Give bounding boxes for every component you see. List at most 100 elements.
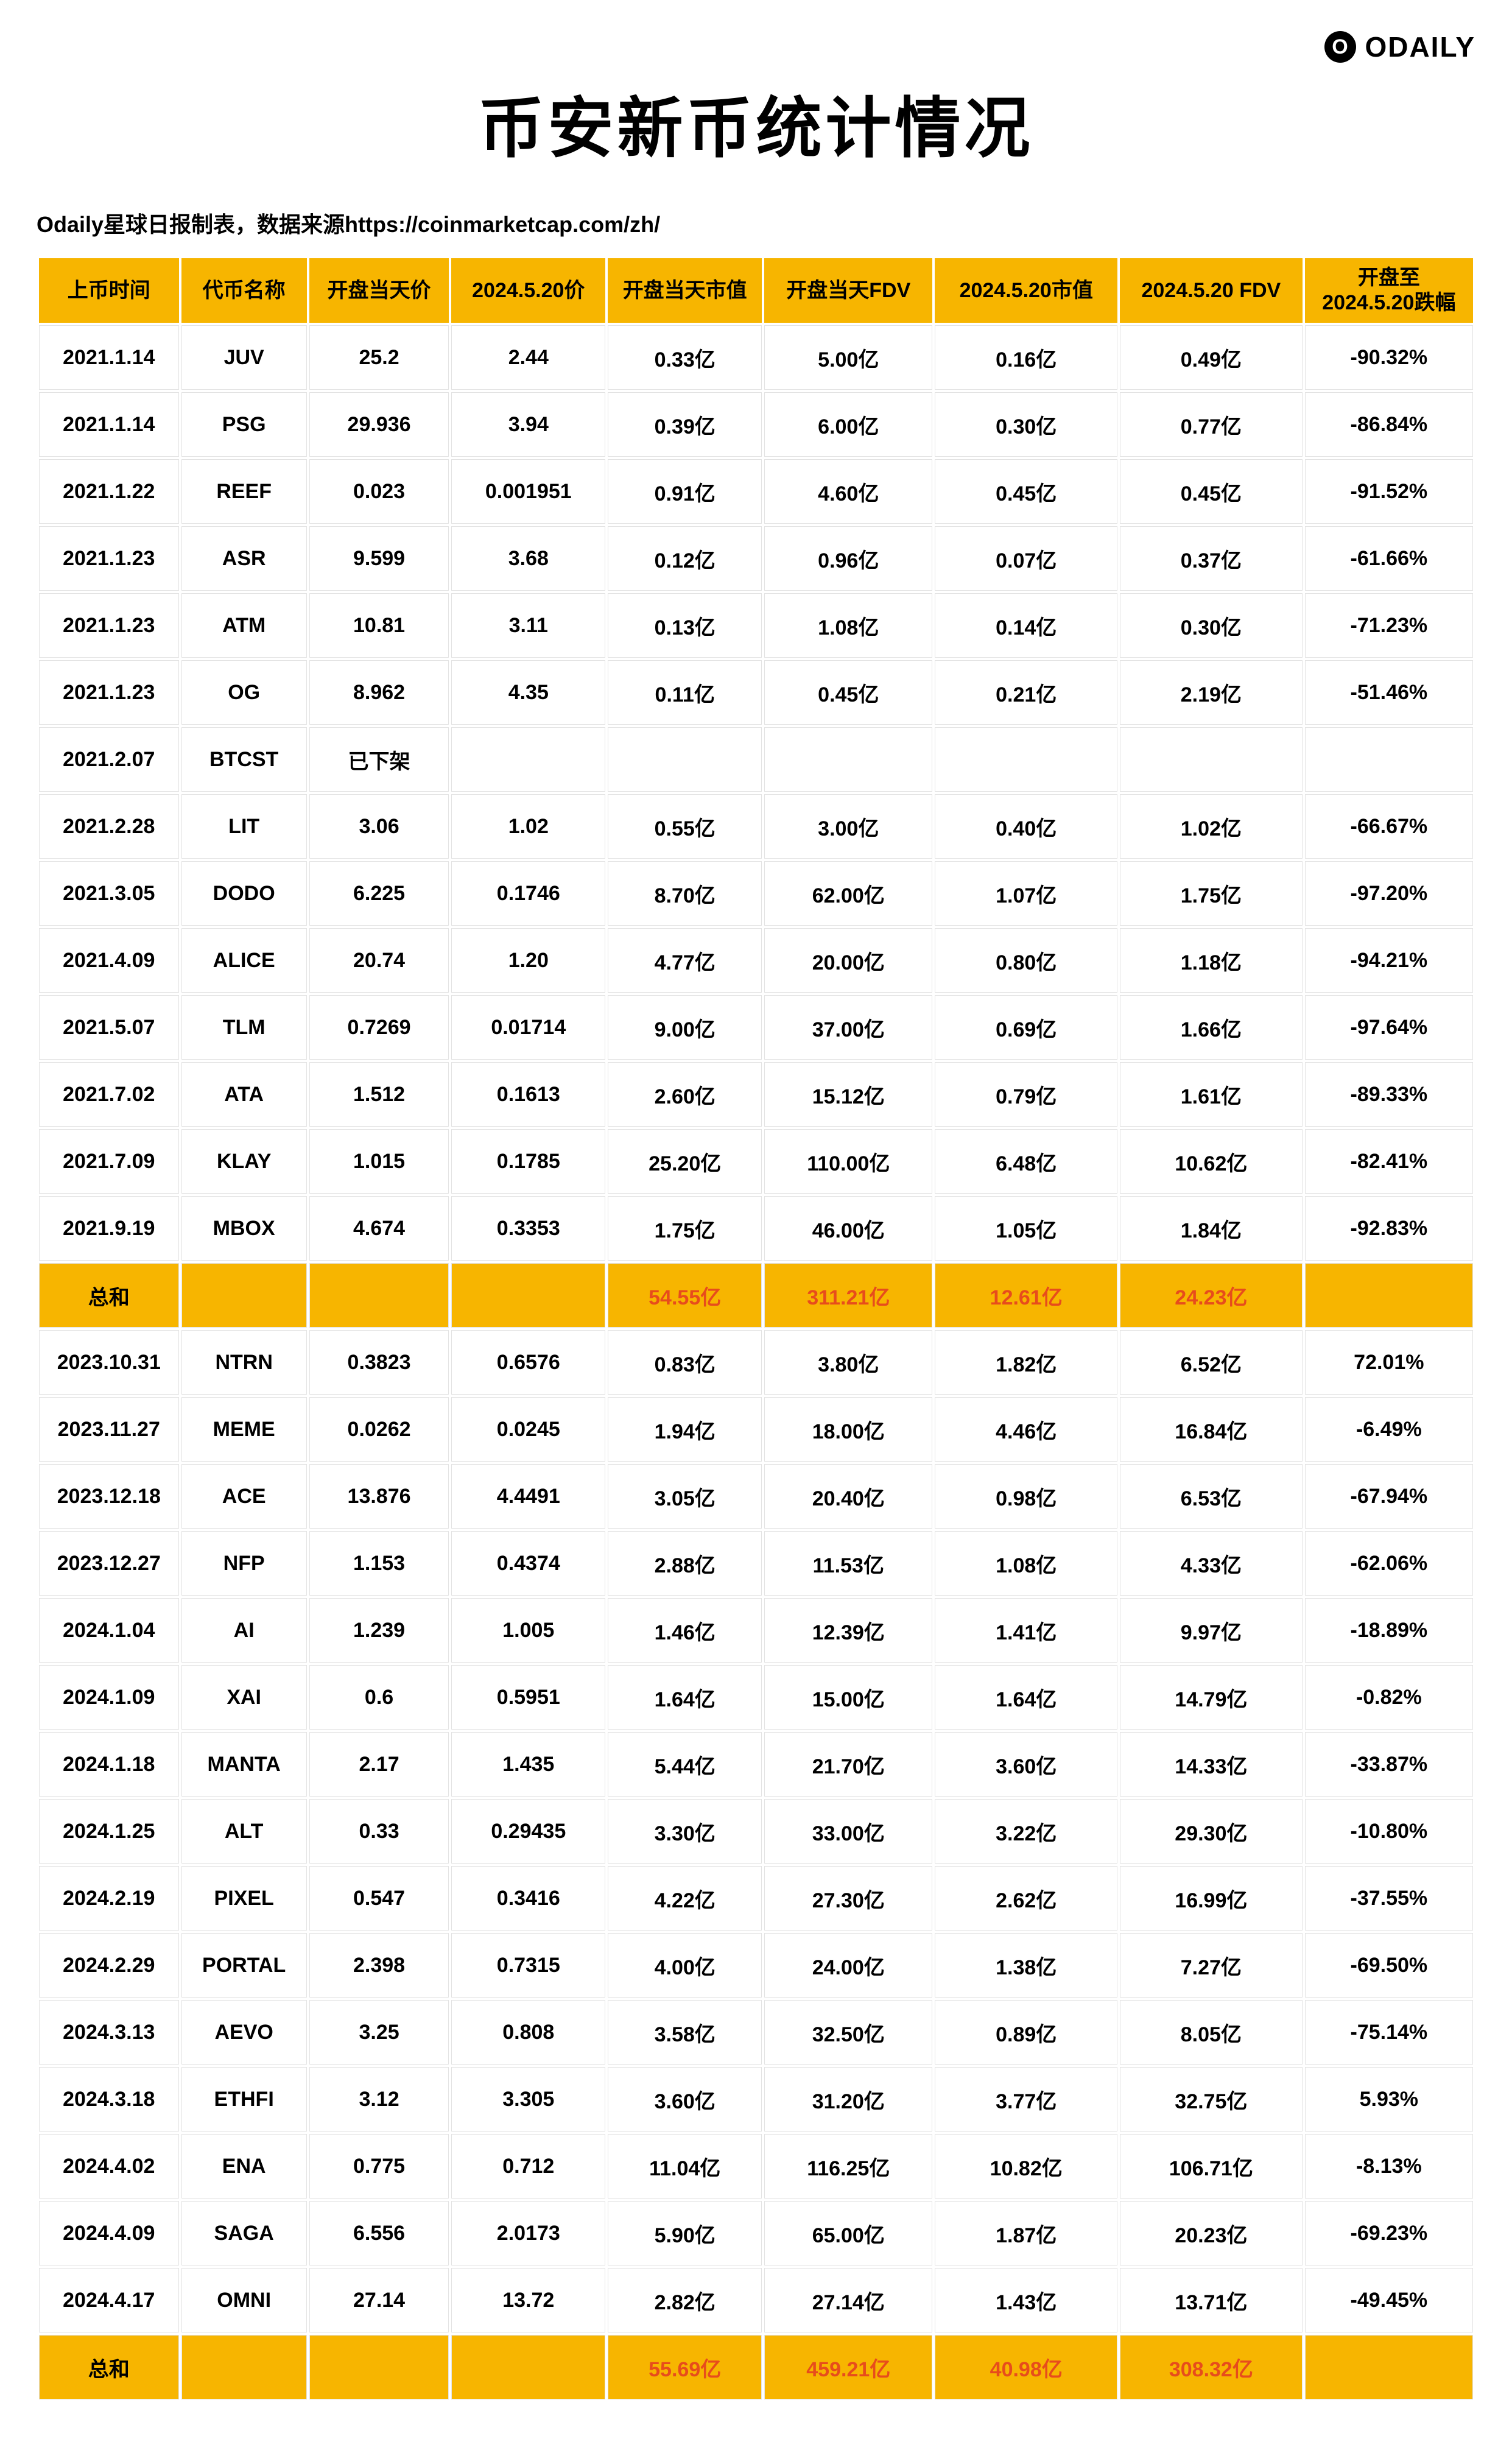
table-cell: 1.41亿 (934, 1597, 1119, 1664)
table-cell (934, 726, 1119, 793)
table-cell: 0.39亿 (607, 391, 763, 458)
table-cell: -8.13% (1304, 2133, 1474, 2200)
table-cell: 已下架 (308, 726, 451, 793)
table-cell: 62.00亿 (763, 860, 934, 927)
table-cell: -6.49% (1304, 1396, 1474, 1463)
table-cell: 27.14 (308, 2267, 451, 2334)
table-cell: 0.91亿 (607, 458, 763, 525)
table-cell: 0.80亿 (934, 927, 1119, 994)
table-cell: 0.547 (308, 1865, 451, 1932)
table-cell: 2024.4.09 (38, 2200, 180, 2267)
table-cell: 0.1613 (450, 1061, 607, 1128)
table-cell: 2023.12.27 (38, 1530, 180, 1597)
table-row: 2024.3.18ETHFI3.123.3053.60亿31.20亿3.77亿3… (38, 2066, 1474, 2133)
table-cell: 0.0245 (450, 1396, 607, 1463)
table-cell: 0.1746 (450, 860, 607, 927)
table-row: 2023.12.27NFP1.1530.43742.88亿11.53亿1.08亿… (38, 1530, 1474, 1597)
table-cell: 7.27亿 (1119, 1932, 1304, 1999)
table-cell: 0.49亿 (1119, 324, 1304, 391)
table-cell: 20.74 (308, 927, 451, 994)
table-cell: 3.22亿 (934, 1798, 1119, 1865)
table-cell: 5.00亿 (763, 324, 934, 391)
table-row: 2023.10.31NTRN0.38230.65760.83亿3.80亿1.82… (38, 1329, 1474, 1396)
total-cell (180, 2334, 308, 2401)
table-cell: 0.12亿 (607, 525, 763, 592)
table-cell: 13.71亿 (1119, 2267, 1304, 2334)
table-cell: PSG (180, 391, 308, 458)
table-cell: -49.45% (1304, 2267, 1474, 2334)
total-cell (308, 2334, 451, 2401)
table-cell: 13.72 (450, 2267, 607, 2334)
table-cell: 9.00亿 (607, 994, 763, 1061)
table-cell: -18.89% (1304, 1597, 1474, 1664)
table-row: 2024.1.18MANTA2.171.4355.44亿21.70亿3.60亿1… (38, 1731, 1474, 1798)
table-cell: -75.14% (1304, 1999, 1474, 2066)
table-cell: 2.60亿 (607, 1061, 763, 1128)
table-cell: 2.19亿 (1119, 659, 1304, 726)
table-cell: TLM (180, 994, 308, 1061)
table-cell: 0.3823 (308, 1329, 451, 1396)
col-change: 开盘至 2024.5.20跌幅 (1304, 257, 1474, 324)
table-cell: REEF (180, 458, 308, 525)
table-row: 2023.12.18ACE13.8764.44913.05亿20.40亿0.98… (38, 1463, 1474, 1530)
table-cell: -37.55% (1304, 1865, 1474, 1932)
brand-header: O ODAILY (37, 30, 1475, 63)
table-cell: -89.33% (1304, 1061, 1474, 1128)
table-row: 2024.1.04AI1.2391.0051.46亿12.39亿1.41亿9.9… (38, 1597, 1474, 1664)
table-row: 2021.2.07BTCST已下架 (38, 726, 1474, 793)
table-cell: 2.17 (308, 1731, 451, 1798)
table-cell: 15.00亿 (763, 1664, 934, 1731)
table-cell: 4.35 (450, 659, 607, 726)
total-cell (308, 1262, 451, 1329)
table-cell: 4.22亿 (607, 1865, 763, 1932)
table-cell: 0.1785 (450, 1128, 607, 1195)
table-cell: 2021.4.09 (38, 927, 180, 994)
table-cell: PORTAL (180, 1932, 308, 1999)
table-cell: 65.00亿 (763, 2200, 934, 2267)
total-cell: 459.21亿 (763, 2334, 934, 2401)
table-cell: 8.962 (308, 659, 451, 726)
table-cell (763, 726, 934, 793)
table-row: 2021.1.23ATM10.813.110.13亿1.08亿0.14亿0.30… (38, 592, 1474, 659)
total-cell: 311.21亿 (763, 1262, 934, 1329)
table-cell: 72.01% (1304, 1329, 1474, 1396)
table-cell: 31.20亿 (763, 2066, 934, 2133)
table-cell: 0.5951 (450, 1664, 607, 1731)
total-cell (1304, 2334, 1474, 2401)
table-cell: 1.84亿 (1119, 1195, 1304, 1262)
total-cell: 24.23亿 (1119, 1262, 1304, 1329)
stats-table: 上币时间 代币名称 开盘当天价 2024.5.20价 开盘当天市值 开盘当天FD… (37, 256, 1475, 2402)
page-title: 币安新币统计情况 (37, 76, 1475, 171)
table-cell: 2023.11.27 (38, 1396, 180, 1463)
table-cell: 3.68 (450, 525, 607, 592)
table-cell: 1.61亿 (1119, 1061, 1304, 1128)
table-cell: 0.45亿 (763, 659, 934, 726)
table-cell: -51.46% (1304, 659, 1474, 726)
col-date: 上币时间 (38, 257, 180, 324)
table-cell: 1.005 (450, 1597, 607, 1664)
table-cell: 2021.1.23 (38, 659, 180, 726)
table-cell: SAGA (180, 2200, 308, 2267)
table-cell: 0.40亿 (934, 793, 1119, 860)
table-cell: 6.48亿 (934, 1128, 1119, 1195)
table-cell: 3.60亿 (934, 1731, 1119, 1798)
table-cell: ATM (180, 592, 308, 659)
table-cell: 0.7315 (450, 1932, 607, 1999)
table-cell: -0.82% (1304, 1664, 1474, 1731)
table-cell: -97.64% (1304, 994, 1474, 1061)
table-cell: -91.52% (1304, 458, 1474, 525)
total-cell: 40.98亿 (934, 2334, 1119, 2401)
table-cell: -69.50% (1304, 1932, 1474, 1999)
table-row: 2021.7.09KLAY1.0150.178525.20亿110.00亿6.4… (38, 1128, 1474, 1195)
table-cell: 1.18亿 (1119, 927, 1304, 994)
table-cell: 0.0262 (308, 1396, 451, 1463)
table-cell: MBOX (180, 1195, 308, 1262)
table-cell: 6.556 (308, 2200, 451, 2267)
table-cell: 14.33亿 (1119, 1731, 1304, 1798)
table-cell: 24.00亿 (763, 1932, 934, 1999)
table-cell: 2.398 (308, 1932, 451, 1999)
table-row: 2024.2.19PIXEL0.5470.34164.22亿27.30亿2.62… (38, 1865, 1474, 1932)
table-cell: 0.4374 (450, 1530, 607, 1597)
col-open-price: 开盘当天价 (308, 257, 451, 324)
table-row: 2021.5.07TLM0.72690.017149.00亿37.00亿0.69… (38, 994, 1474, 1061)
